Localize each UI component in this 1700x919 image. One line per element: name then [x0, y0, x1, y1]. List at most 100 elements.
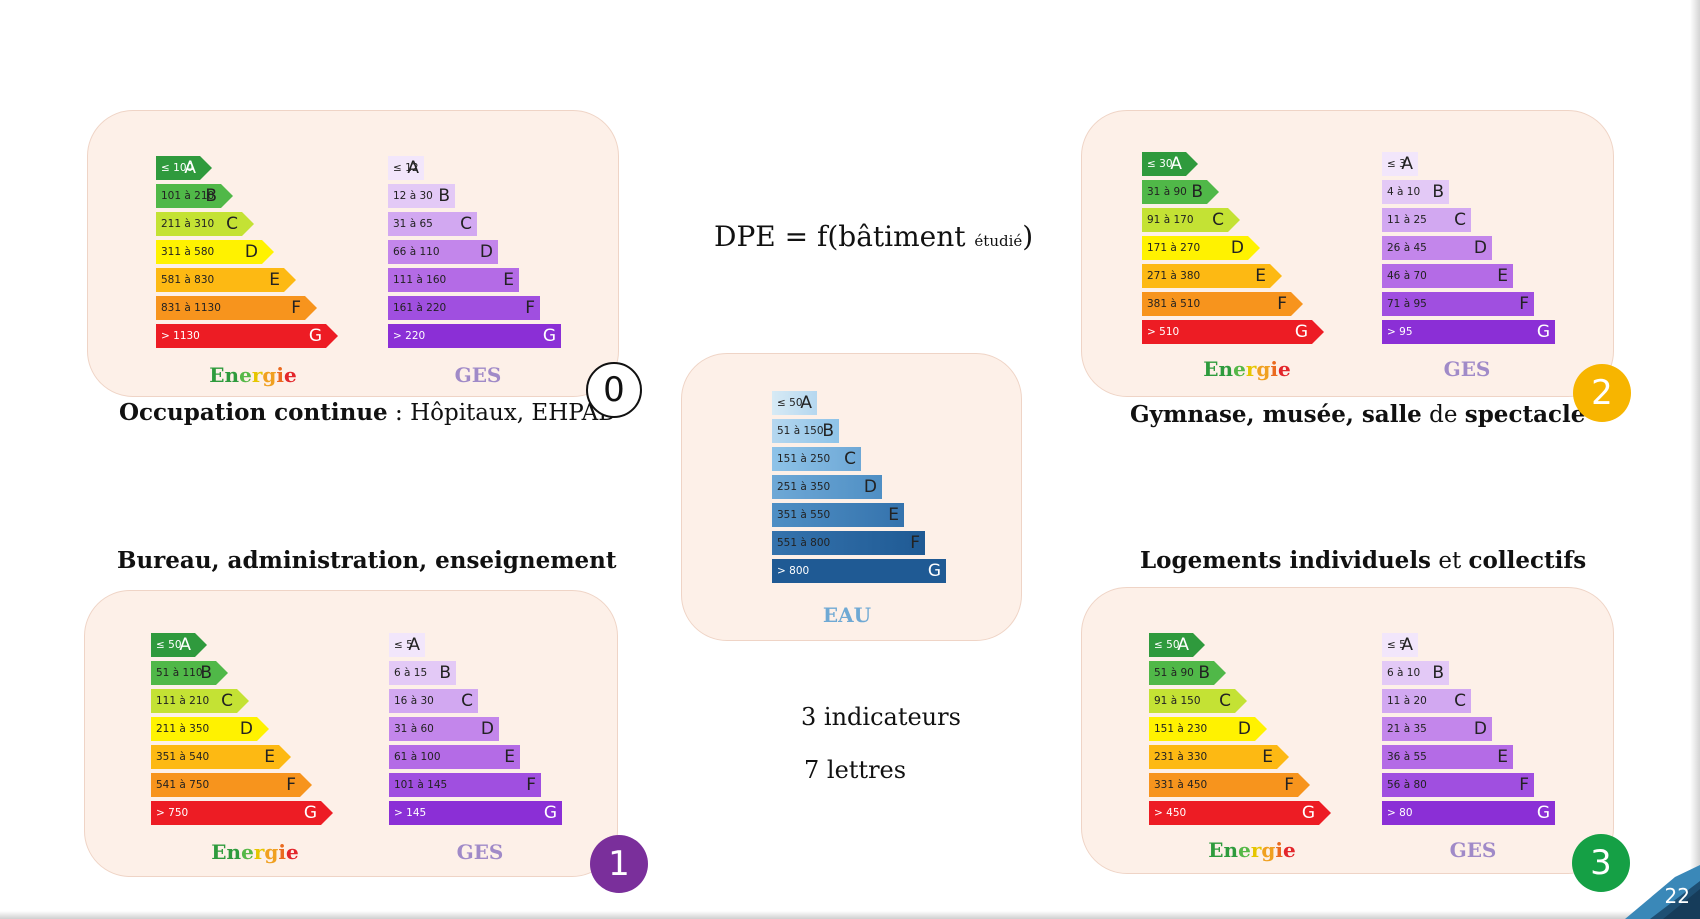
panel-gymnase: ≤ 30 A 31 à 90 B 91 à 170 C 171 à 270 D 271 à 38… — [1081, 110, 1614, 397]
class-letter: B — [1191, 182, 1203, 202]
class-range: 271 à 380 — [1147, 270, 1201, 282]
class-range: ≤ 12 — [393, 162, 419, 174]
energie-scale: ≤ 30 A 31 à 90 B 91 à 170 C 171 à 270 D 271 à 38… — [1142, 152, 1324, 344]
class-range: ≤ 5 — [394, 639, 413, 651]
class-letter: A — [1401, 154, 1413, 174]
energie-class-b: 101 à 210 B — [156, 184, 233, 208]
ges-class-d: 21 à 35 D — [1382, 717, 1492, 741]
class-letter: G — [1301, 803, 1315, 823]
class-letter: F — [1284, 775, 1294, 795]
class-range: 151 à 230 — [1154, 723, 1208, 735]
caption-gymnase: Gymnase, musée, salle de spectacle — [1130, 401, 1585, 428]
class-letter: C — [221, 691, 233, 711]
class-range: 21 à 35 — [1387, 723, 1427, 735]
energie-class-g: > 1130 G — [156, 324, 338, 348]
letters-count: 7 lettres — [804, 756, 907, 784]
class-letter: B — [1432, 182, 1444, 202]
caption-normal: : Hôpitaux, EHPAD — [387, 400, 617, 426]
energie-class-a: ≤ 50 A — [151, 633, 207, 657]
energie-letter: n — [1218, 357, 1234, 381]
class-range: 91 à 150 — [1154, 695, 1201, 707]
ges-class-e: 46 à 70 E — [1382, 264, 1513, 288]
class-range: 26 à 45 — [1387, 242, 1427, 254]
class-letter: F — [286, 775, 296, 795]
class-range: ≤ 50 — [1154, 639, 1180, 651]
class-range: 351 à 550 — [777, 509, 831, 521]
eau-class-f: 551 à 800 F — [772, 531, 925, 555]
energie-letter: r — [253, 840, 265, 864]
energie-scale: ≤ 100 A 101 à 210 B 211 à 310 C 311 à 580 D 581 … — [156, 156, 338, 348]
energie-letter: i — [1270, 357, 1278, 381]
badge-2: 2 — [1573, 364, 1631, 422]
class-letter: B — [1198, 663, 1210, 683]
class-letter: B — [438, 186, 450, 206]
caption-logements: Logements individuels et collectifs — [1140, 547, 1586, 574]
eau-class-d: 251 à 350 D — [772, 475, 882, 499]
energie-class-e: 351 à 540 E — [151, 745, 291, 769]
class-range: 31 à 90 — [1147, 186, 1187, 198]
energie-letter: n — [224, 363, 240, 387]
class-range: 831 à 1130 — [161, 302, 221, 314]
class-letter: E — [1497, 747, 1508, 767]
formula-sub: étudié — [974, 232, 1023, 250]
indicators-count: 3 indicateurs — [801, 703, 961, 731]
class-letter: C — [1454, 210, 1466, 230]
ges-class-b: 6 à 10 B — [1382, 661, 1449, 685]
caption-bold: Logements individuels — [1140, 547, 1432, 574]
energie-letter: e — [241, 840, 254, 864]
class-range: > 750 — [156, 807, 189, 819]
page-number: 22 — [1664, 884, 1690, 908]
class-range: 12 à 30 — [393, 190, 433, 202]
ges-class-f: 56 à 80 F — [1382, 773, 1534, 797]
energie-letter: e — [1277, 357, 1291, 381]
class-range: 66 à 110 — [393, 246, 440, 258]
class-letter: B — [822, 421, 834, 441]
ges-class-g: > 80 G — [1382, 801, 1555, 825]
class-letter: A — [408, 635, 420, 655]
energie-letter: e — [283, 363, 297, 387]
energie-letter: e — [1233, 357, 1246, 381]
panel-eau: ≤ 50 A 51 à 150 B 151 à 250 C 251 à 350 D 351 à … — [681, 353, 1022, 641]
ges-class-d: 66 à 110 D — [388, 240, 498, 264]
eau-class-a: ≤ 50 A — [772, 391, 817, 415]
energie-letter: r — [1245, 357, 1257, 381]
energie-letter: n — [1223, 838, 1239, 862]
class-letter: C — [1212, 210, 1224, 230]
class-range: 171 à 270 — [1147, 242, 1201, 254]
class-range: 71 à 95 — [1387, 298, 1427, 310]
energie-letter: E — [209, 363, 225, 387]
class-letter: D — [863, 477, 877, 497]
energie-letter: i — [1275, 838, 1283, 862]
energie-class-d: 151 à 230 D — [1149, 717, 1267, 741]
class-letter: A — [800, 393, 812, 413]
eau-label: EAU — [822, 603, 872, 627]
class-range: 51 à 90 — [1154, 667, 1194, 679]
class-range: > 1130 — [161, 330, 200, 342]
class-range: 101 à 145 — [394, 779, 448, 791]
class-letter: D — [1473, 719, 1487, 739]
class-letter: F — [1519, 775, 1529, 795]
class-range: 331 à 450 — [1154, 779, 1208, 791]
energie-class-f: 381 à 510 F — [1142, 292, 1303, 316]
ges-class-b: 6 à 15 B — [389, 661, 456, 685]
caption-normal: de — [1421, 402, 1465, 428]
energie-class-c: 91 à 170 C — [1142, 208, 1240, 232]
energie-class-a: ≤ 30 A — [1142, 152, 1198, 176]
class-letter: E — [504, 747, 515, 767]
slide-edge — [1690, 0, 1700, 919]
energie-class-b: 51 à 90 B — [1149, 661, 1226, 685]
energie-class-c: 111 à 210 C — [151, 689, 249, 713]
class-letter: E — [1497, 266, 1508, 286]
energie-letter: n — [226, 840, 242, 864]
ges-class-f: 101 à 145 F — [389, 773, 541, 797]
class-range: 101 à 210 — [161, 190, 215, 202]
energie-letter: g — [1261, 838, 1276, 862]
caption-occupation-continue: Occupation continue : Hôpitaux, EHPAD — [119, 399, 617, 426]
class-letter: C — [226, 214, 238, 234]
ges-class-b: 4 à 10 B — [1382, 180, 1449, 204]
class-letter: A — [407, 158, 419, 178]
energie-class-e: 581 à 830 E — [156, 268, 296, 292]
ges-label: GES — [456, 840, 504, 864]
